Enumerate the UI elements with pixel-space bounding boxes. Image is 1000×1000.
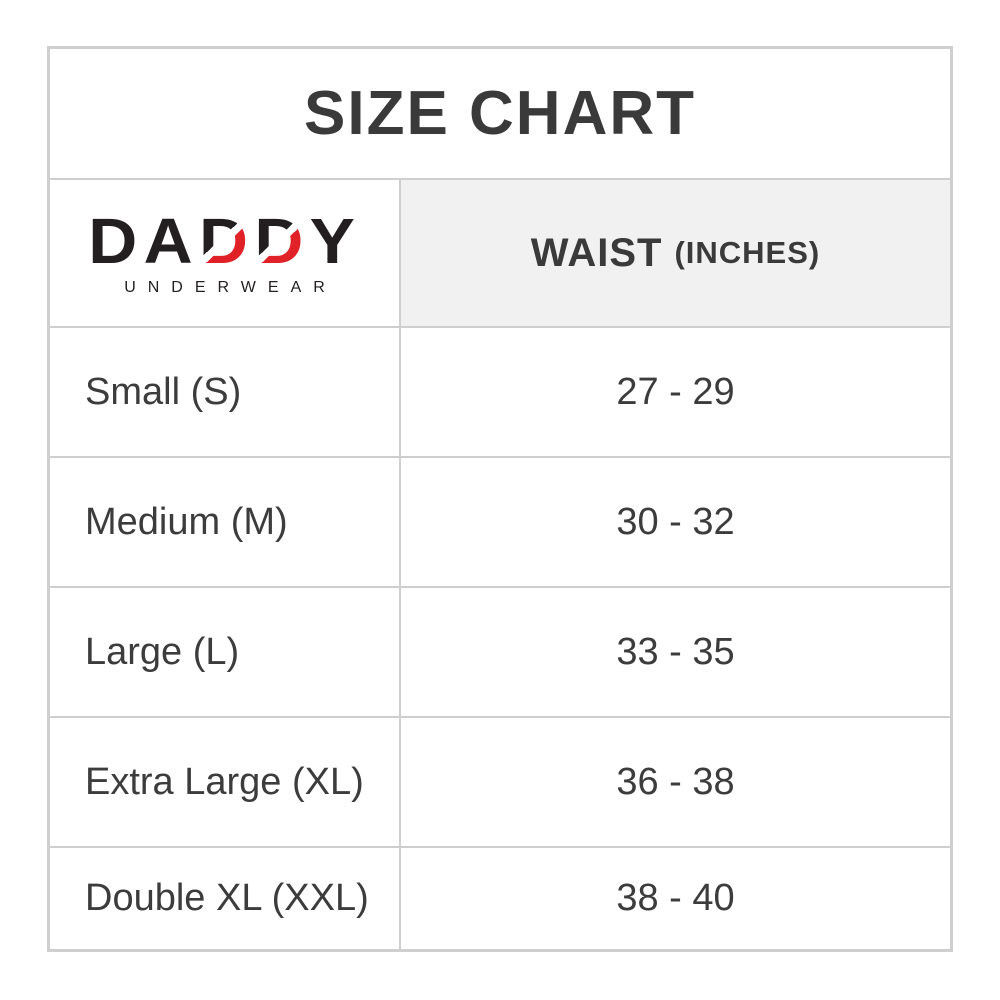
size-label: Double XL (XXL) xyxy=(50,848,401,949)
size-label: Small (S) xyxy=(50,328,401,456)
table-row: Small (S) 27 - 29 xyxy=(50,328,950,458)
size-label: Large (L) xyxy=(50,588,401,716)
size-chart-table: SIZE CHART DADDY UNDERWEAR WAIST (INCHES… xyxy=(47,46,953,952)
brand-logo-subtitle: UNDERWEAR xyxy=(124,279,337,296)
table-row: Extra Large (XL) 36 - 38 xyxy=(50,718,950,848)
waist-value: 33 - 35 xyxy=(401,588,950,716)
waist-value: 27 - 29 xyxy=(401,328,950,456)
waist-header-unit: (INCHES) xyxy=(674,235,821,270)
logo-letter-accent: D xyxy=(198,205,255,277)
page-title: SIZE CHART xyxy=(304,79,696,148)
logo-letter: A xyxy=(143,205,199,277)
header-row: DADDY UNDERWEAR WAIST (INCHES) xyxy=(50,180,950,328)
table-row: Double XL (XXL) 38 - 40 xyxy=(50,848,950,949)
table-row: Medium (M) 30 - 32 xyxy=(50,458,950,588)
waist-value: 38 - 40 xyxy=(401,848,950,949)
table-row: Large (L) 33 - 35 xyxy=(50,588,950,718)
waist-value: 30 - 32 xyxy=(401,458,950,586)
logo-letter: D xyxy=(87,205,144,277)
brand-logo: DADDY UNDERWEAR xyxy=(50,180,401,326)
waist-header-label: WAIST xyxy=(530,230,663,275)
brand-logo-wordmark: DADDY xyxy=(88,209,361,273)
logo-letter: Y xyxy=(309,205,362,277)
size-label: Medium (M) xyxy=(50,458,401,586)
waist-value: 36 - 38 xyxy=(401,718,950,846)
size-label: Extra Large (XL) xyxy=(50,718,401,846)
waist-column-header: WAIST (INCHES) xyxy=(401,180,950,326)
title-row: SIZE CHART xyxy=(50,49,950,180)
logo-letter-accent: D xyxy=(254,205,310,277)
